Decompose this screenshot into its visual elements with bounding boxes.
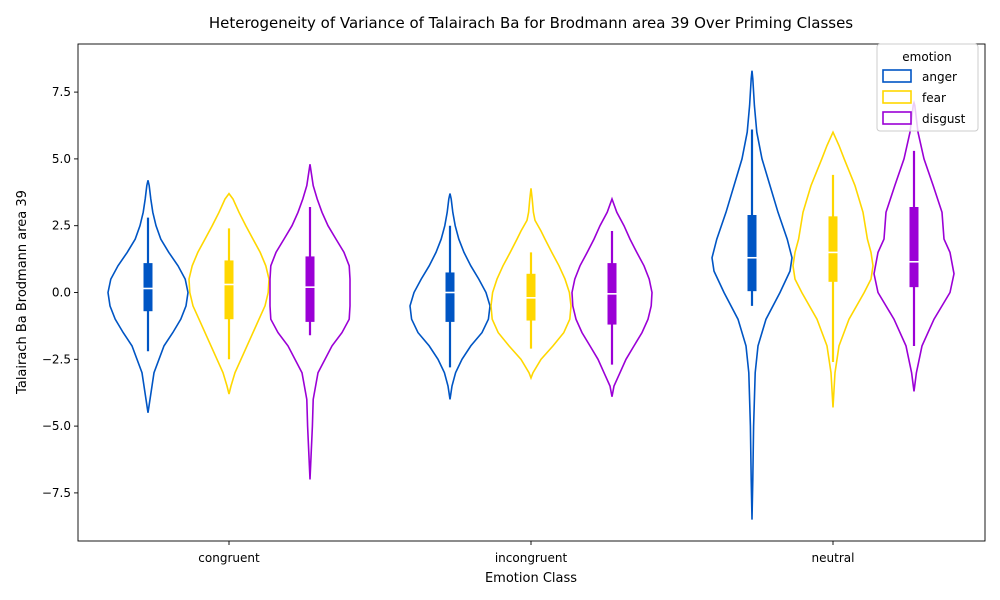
- y-tick-label: −2.5: [42, 352, 71, 366]
- legend-swatch-fear: [882, 90, 912, 104]
- legend-box: [876, 43, 979, 132]
- x-tick-label: neutral: [812, 551, 855, 565]
- y-axis-label: Talairach Ba Brodmann area 39: [15, 190, 30, 395]
- y-tick-label: 7.5: [52, 85, 71, 99]
- x-tick-label: incongruent: [495, 551, 568, 565]
- legend-title: emotion: [902, 50, 951, 64]
- violin-anger-congruent: [107, 180, 189, 413]
- legend-swatch-anger: [882, 69, 912, 83]
- x-axis: congruent incongruent neutral: [198, 541, 854, 565]
- y-tick-label: 0.0: [52, 286, 71, 300]
- legend-swatch-disgust: [882, 111, 912, 125]
- plot-frame: [77, 43, 986, 542]
- legend-label-anger: anger: [922, 70, 957, 84]
- legend: emotion anger fear disgust: [876, 43, 979, 132]
- violin-fear-neutral: [792, 130, 874, 408]
- x-axis-label: Emotion Class: [485, 571, 577, 586]
- legend-label-disgust: disgust: [922, 112, 966, 126]
- violin-anger-neutral: [711, 70, 793, 520]
- x-tick-label: congruent: [198, 551, 260, 565]
- iqr-box-disgust-neutral: [909, 206, 919, 288]
- y-tick-label: 2.5: [52, 219, 71, 233]
- violin-anger-incongruent: [409, 193, 491, 400]
- violin-disgust-incongruent: [571, 196, 653, 397]
- iqr-box-anger-congruent: [143, 263, 153, 312]
- violin-fear-incongruent: [490, 188, 572, 381]
- y-tick-label: 5.0: [52, 152, 71, 166]
- iqr-box-anger-neutral: [747, 215, 757, 292]
- y-tick-label: −5.0: [42, 419, 71, 433]
- y-tick-label: −7.5: [42, 486, 71, 500]
- iqr-box-disgust-congruent: [305, 256, 315, 322]
- violins-layer: [107, 70, 955, 520]
- y-axis: −7.5 −5.0 −2.5 0.0 2.5 5.0 7.5: [42, 85, 78, 500]
- violin-fear-congruent: [188, 192, 270, 395]
- legend-label-fear: fear: [922, 91, 946, 105]
- violin-disgust-congruent: [269, 164, 351, 480]
- chart-title: Heterogeneity of Variance of Talairach B…: [209, 14, 853, 32]
- iqr-box-anger-incongruent: [445, 272, 455, 322]
- iqr-box-fear-congruent: [224, 260, 234, 320]
- iqr-box-fear-neutral: [828, 216, 838, 282]
